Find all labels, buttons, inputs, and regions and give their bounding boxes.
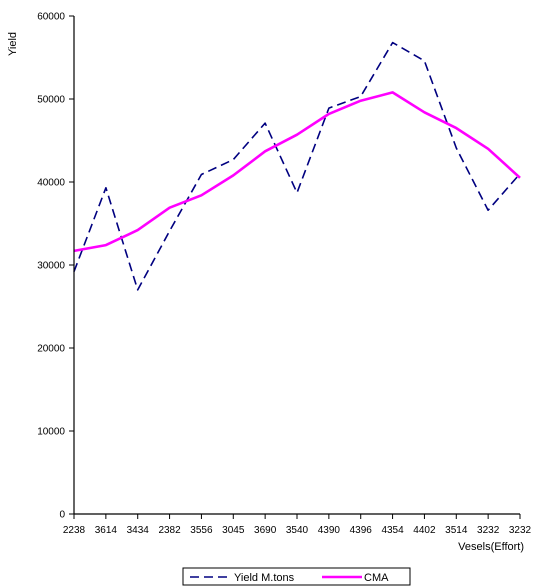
- x-tick-label: 2238: [63, 525, 86, 536]
- x-tick-label: 3614: [95, 525, 118, 536]
- x-axis-title: Vesels(Effort): [458, 541, 524, 553]
- y-tick-label: 0: [59, 510, 65, 521]
- series-layer: [73, 41, 521, 291]
- y-tick-label: 10000: [37, 427, 65, 438]
- x-tick-label: 4354: [381, 525, 404, 536]
- x-tick-label: 3232: [477, 525, 500, 536]
- x-tick-label: 3232: [509, 525, 532, 536]
- x-tick-label: 4390: [318, 525, 341, 536]
- x-tick-label: 2382: [158, 525, 181, 536]
- legend-label-cma: CMA: [364, 572, 389, 584]
- y-axis-title: Yield: [7, 32, 19, 56]
- x-tick-label: 3690: [254, 525, 277, 536]
- legend: Yield M.tons CMA: [182, 567, 411, 586]
- x-tick-label: 3045: [222, 525, 245, 536]
- x-tick-label: 3434: [127, 525, 150, 536]
- plot-background: [74, 16, 520, 514]
- x-tick-label: 4402: [413, 525, 436, 536]
- x-tick-label: 3540: [286, 525, 309, 536]
- y-tick-label: 40000: [37, 178, 65, 189]
- x-axis-ticks: 2238 3614 3434 2382 3556 3045 3690 3540 4390 4396…: [63, 514, 532, 536]
- series-line-cma: [73, 91, 521, 253]
- y-axis-ticks: 0 10000 20000 30000 40000 50000 60000: [37, 12, 74, 521]
- x-tick-label: 3514: [445, 525, 468, 536]
- legend-label-yield: Yield M.tons: [234, 572, 295, 584]
- y-tick-label: 30000: [37, 261, 65, 272]
- series-line-yield-m-tons: [73, 41, 521, 291]
- legend-box: [182, 567, 411, 586]
- y-tick-label: 60000: [37, 12, 65, 23]
- x-tick-label: 4396: [350, 525, 373, 536]
- plot-area: [74, 16, 520, 514]
- y-tick-label: 50000: [37, 95, 65, 106]
- x-tick-label: 3556: [190, 525, 213, 536]
- y-tick-label: 20000: [37, 344, 65, 355]
